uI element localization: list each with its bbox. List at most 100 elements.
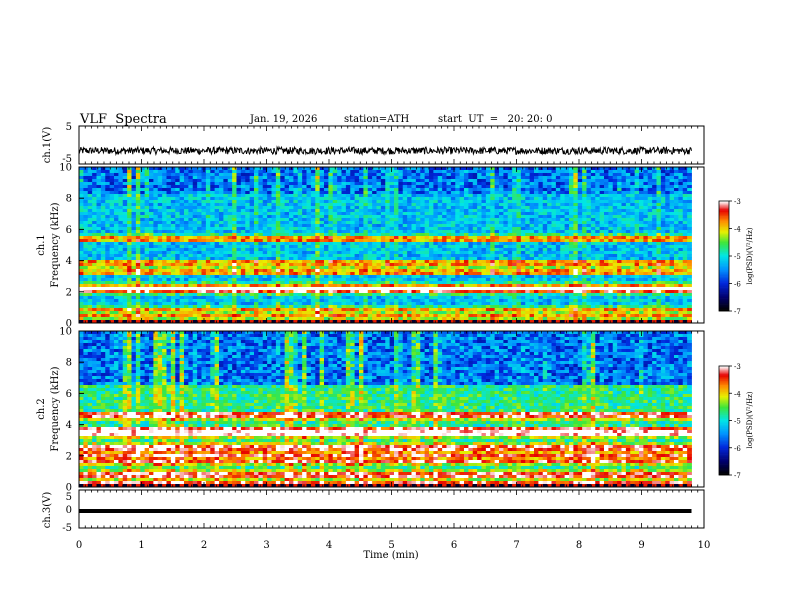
spectrogram-cell — [477, 194, 482, 198]
spectrogram-cell — [647, 212, 653, 216]
spectrogram-cell — [245, 176, 251, 180]
spectrogram-cell — [140, 248, 146, 252]
spectrogram-cell — [267, 176, 272, 180]
spectrogram-cell — [477, 209, 482, 213]
spectrogram-cell — [328, 233, 334, 237]
spectrogram-cell — [310, 206, 316, 210]
spectrogram-cell — [512, 248, 517, 252]
spectrogram-cell — [135, 236, 141, 240]
spectrogram-cell — [315, 212, 321, 216]
spectrogram-cell — [437, 176, 443, 180]
spectrogram-cell — [621, 203, 627, 207]
spectrogram-cell — [280, 218, 286, 222]
spectrogram-cell — [232, 221, 237, 225]
spectrogram-cell — [590, 188, 596, 192]
spectrogram-cell — [315, 179, 321, 183]
spectrogram-cell — [674, 200, 679, 204]
spectrogram-cell — [415, 212, 421, 216]
spectrogram-cell — [100, 230, 106, 234]
spectrogram-cell — [507, 230, 513, 234]
spectrogram-cell — [100, 191, 106, 195]
spectrogram-cell — [665, 194, 671, 198]
spectrogram-cell — [118, 242, 124, 246]
spectrogram-cell — [612, 257, 618, 261]
spectrogram-cell — [236, 242, 242, 246]
spectrogram-cell — [345, 179, 351, 183]
spectrogram-cell — [525, 167, 531, 171]
spectrogram-cell — [555, 212, 561, 216]
spectrogram-cell — [494, 263, 500, 267]
spectrogram-cell — [542, 188, 548, 192]
spectrogram-cell — [245, 263, 251, 267]
spectrogram-cell — [674, 257, 679, 261]
spectrogram-cell — [529, 200, 535, 204]
spectrogram-cell — [210, 206, 216, 210]
spectrogram-cell — [595, 194, 601, 198]
spectrogram-cell — [197, 263, 202, 267]
spectrogram-cell — [507, 215, 513, 219]
spectrogram-cell — [188, 179, 194, 183]
spectrogram-cell — [525, 251, 531, 255]
spectrogram-cell — [227, 242, 233, 246]
spectrogram-cell — [507, 236, 513, 240]
spectrogram-cell — [197, 185, 202, 189]
spectrogram-cell — [337, 200, 342, 204]
spectrogram-cell — [118, 170, 124, 174]
spectrogram-cell — [564, 194, 570, 198]
spectrogram-cell — [79, 230, 84, 234]
spectrogram-cell — [472, 233, 478, 237]
spectrogram-cell — [354, 263, 360, 267]
spectrogram-cell — [271, 182, 277, 186]
spectrogram-cell — [621, 254, 627, 258]
spectrogram-cell — [79, 194, 84, 198]
spectrogram-cell — [144, 251, 150, 255]
spectrogram-cell — [201, 188, 207, 192]
spectrogram-cell — [652, 245, 657, 249]
spectrogram-cell — [227, 173, 233, 177]
spectrogram-cell — [105, 242, 111, 246]
spectrogram-cell — [153, 227, 159, 231]
spectrogram-cell — [236, 215, 242, 219]
spectrogram-cell — [534, 248, 539, 252]
spectrogram-cell — [512, 212, 517, 216]
spectrogram-cell — [122, 266, 128, 270]
spectrogram-cell — [643, 179, 649, 183]
spectrogram-cell — [420, 245, 426, 249]
spectrogram-cell — [262, 191, 268, 195]
spectrogram-cell — [402, 263, 408, 267]
spectrogram-cell — [254, 170, 259, 174]
spectrogram-cell — [175, 272, 181, 276]
spectrogram-cell — [367, 266, 373, 270]
spectrogram-cell — [678, 257, 684, 261]
spectrogram-cell — [450, 218, 456, 222]
spectrogram-cell — [424, 188, 430, 192]
spectrogram-cell — [324, 173, 329, 177]
spectrogram-cell — [674, 179, 679, 183]
spectrogram-cell — [205, 245, 211, 249]
spectrogram-cell — [376, 263, 382, 267]
spectrogram-cell — [446, 218, 452, 222]
spectrogram-cell — [157, 233, 163, 237]
spectrogram-cell — [516, 221, 522, 225]
spectrogram-cell — [205, 251, 211, 255]
spectrogram-cell — [398, 254, 404, 258]
spectrogram-cell — [499, 167, 504, 171]
spectrogram-cell — [170, 170, 176, 174]
spectrogram-cell — [389, 200, 395, 204]
spectrogram-cell — [437, 170, 443, 174]
spectrogram-cell — [105, 260, 111, 264]
spectrogram-cell — [389, 212, 395, 216]
spectrogram-cell — [236, 254, 242, 258]
spectrogram-cell — [127, 233, 132, 237]
spectrogram-cell — [402, 203, 408, 207]
spectrogram-cell — [450, 173, 456, 177]
spectrogram-cell — [538, 245, 544, 249]
spectrogram-cell — [293, 179, 299, 183]
spectrogram-cell — [170, 200, 176, 204]
spectrogram-cell — [437, 224, 443, 228]
spectrogram-cell — [656, 167, 662, 171]
spectrogram-cell — [100, 260, 106, 264]
spectrogram-cell — [149, 179, 154, 183]
spectrogram-cell — [402, 176, 408, 180]
spectrogram-cell — [402, 200, 408, 204]
